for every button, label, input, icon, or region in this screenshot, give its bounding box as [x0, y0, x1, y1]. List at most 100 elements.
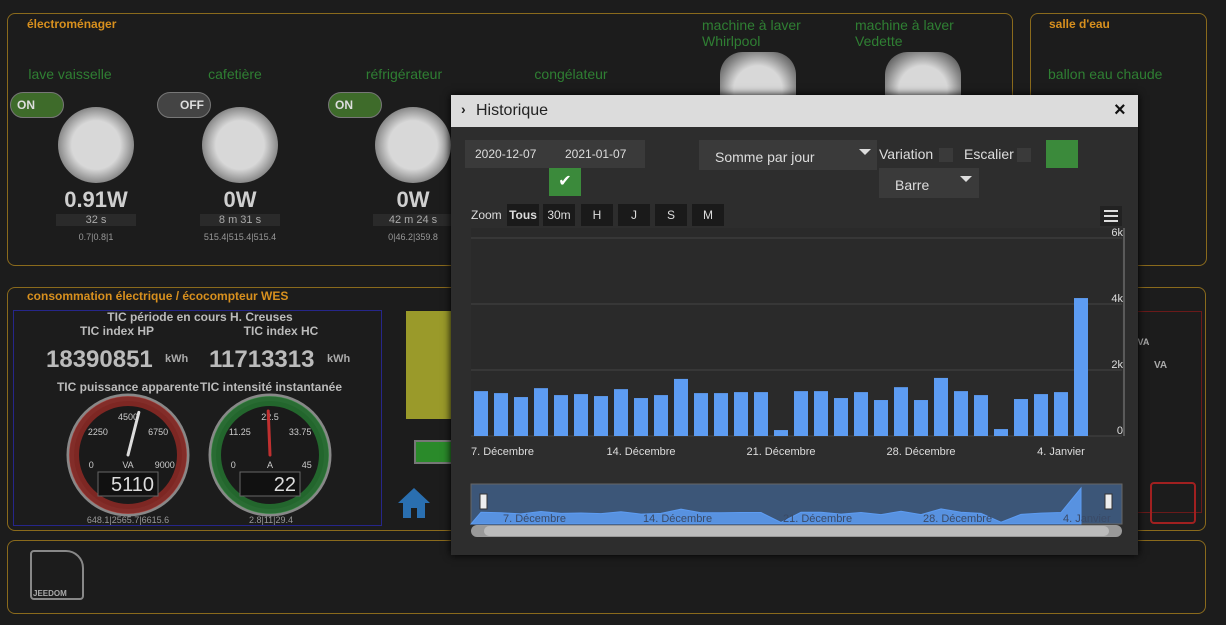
gauge-needle: [266, 409, 272, 457]
label: TIC période en cours H. Creuses: [107, 310, 293, 324]
logo: [30, 550, 84, 600]
zoom-button[interactable]: S: [655, 204, 687, 226]
device-name: lave vaisselle: [28, 66, 112, 82]
zoom-button[interactable]: 30m: [543, 204, 575, 226]
end-date[interactable]: 2021-01-07: [565, 147, 627, 161]
device-name: machine à laver Whirlpool: [702, 17, 801, 49]
gauge-tick-label: 22.5: [261, 412, 279, 422]
x-tick-label: 28. Décembre: [886, 446, 955, 458]
gauge-tick-label: 6750: [148, 427, 168, 437]
bar: [654, 395, 668, 436]
panel-title: consommation électrique / écocompteur WE…: [27, 289, 289, 303]
navigator-label: 21. Décembre: [783, 513, 852, 525]
bar: [574, 394, 588, 436]
chart: 0 2k 4k 6k 7. Décembre 14. Décembre 21. Décemb…: [469, 206, 1125, 537]
gauge-display: [239, 471, 301, 497]
y-tick-label: 0: [1117, 425, 1123, 437]
bar: [714, 393, 728, 436]
device-name: machine à laver Vedette: [855, 17, 954, 49]
bar: [1034, 394, 1048, 436]
stats: 0.7|0.8|1: [78, 232, 114, 242]
start-date[interactable]: 2020-12-07: [475, 147, 537, 161]
power: 0W: [396, 187, 430, 212]
date-range[interactable]: [465, 140, 645, 168]
stats: 0|46.2|359.8: [388, 232, 438, 242]
bar: [1074, 298, 1088, 436]
chevron: ›: [461, 101, 466, 117]
gauge-tick-label: 0: [89, 460, 94, 470]
label: TIC index HC: [243, 324, 319, 338]
bar: [614, 389, 628, 436]
unit: kWh: [165, 353, 189, 365]
index-value: 18390851: [46, 346, 153, 373]
bar: [774, 430, 788, 436]
device-name: congélateur: [534, 66, 608, 82]
panel-title: salle d'eau: [1049, 17, 1110, 31]
switch[interactable]: ON: [10, 92, 64, 118]
checkbox[interactable]: [939, 148, 953, 162]
zoom-button[interactable]: H: [581, 204, 613, 226]
gauge-unit: VA: [122, 460, 133, 470]
plug-icon: [202, 107, 278, 183]
switch[interactable]: OFF: [157, 92, 211, 118]
chart-button[interactable]: [1046, 140, 1078, 168]
y-tick-label: 6k: [1111, 227, 1123, 239]
gauge-tick-label: 33.75: [289, 427, 312, 437]
zoom-button[interactable]: J: [618, 204, 650, 226]
gauge-tick-label: 0: [231, 460, 236, 470]
gauge-tick-label: 9000: [155, 460, 175, 470]
bar: [694, 393, 708, 436]
home-icon: [398, 488, 430, 518]
plug-icon: [58, 107, 134, 183]
modal-title: Historique: [476, 102, 549, 119]
switch[interactable]: ON: [328, 92, 382, 118]
chart-style[interactable]: Barre: [895, 177, 930, 193]
stairs-label: Escalier: [964, 146, 1014, 162]
logo-text: JEEDOM: [33, 589, 67, 598]
meter-image: [406, 311, 452, 419]
panel-title: électroménager: [27, 17, 117, 31]
gauge-tick-label: 11.25: [229, 427, 251, 437]
zoom-button[interactable]: Tous: [507, 204, 539, 226]
select[interactable]: [879, 168, 979, 198]
menu-icon[interactable]: [1100, 206, 1122, 226]
power: 0W: [223, 187, 257, 212]
gauge: 0 11.25 22.5 33.75 45 A22: [208, 393, 332, 517]
navigator-label: 14. Décembre: [643, 513, 712, 525]
device-name: ballon eau chaude: [1048, 66, 1163, 82]
navigator-handle: [479, 493, 488, 510]
duration: 8 m 31 s: [200, 214, 280, 226]
bar: [594, 396, 608, 436]
x-tick-label: 14. Décembre: [606, 446, 675, 458]
duration: 42 m 24 s: [373, 214, 453, 226]
zoom-button[interactable]: M: [692, 204, 724, 226]
close-button[interactable]: ×: [1114, 99, 1126, 121]
bar: [954, 391, 968, 436]
y-tick-label: 4k: [1111, 293, 1123, 305]
bar: [1054, 392, 1068, 436]
device-name: cafetière: [208, 66, 262, 82]
bar: [534, 388, 548, 436]
x-tick-label: 4. Janvier: [1037, 446, 1085, 458]
bar: [874, 400, 888, 436]
caret: [960, 176, 972, 188]
bar: [514, 397, 528, 436]
apply-button[interactable]: ✔: [549, 168, 581, 196]
navigator-area: [469, 486, 1082, 525]
checkbox[interactable]: [1017, 148, 1031, 162]
device-name: réfrigérateur: [365, 66, 443, 82]
caret: [859, 149, 871, 161]
x-tick-label: 21. Décembre: [746, 446, 815, 458]
plug-icon: [375, 107, 451, 183]
bar: [474, 391, 488, 436]
label: VA: [1154, 360, 1168, 371]
variation-label: Variation: [879, 146, 934, 162]
gauge-tick-label: 2250: [88, 427, 108, 437]
bar: [854, 392, 868, 436]
stats: 2.8|11|29.4: [248, 515, 294, 525]
bar: [974, 395, 988, 436]
navigator-label: 7. Décembre: [503, 513, 566, 525]
select[interactable]: [699, 140, 877, 170]
aggregation[interactable]: Somme par jour: [715, 149, 815, 165]
bar: [914, 400, 928, 436]
